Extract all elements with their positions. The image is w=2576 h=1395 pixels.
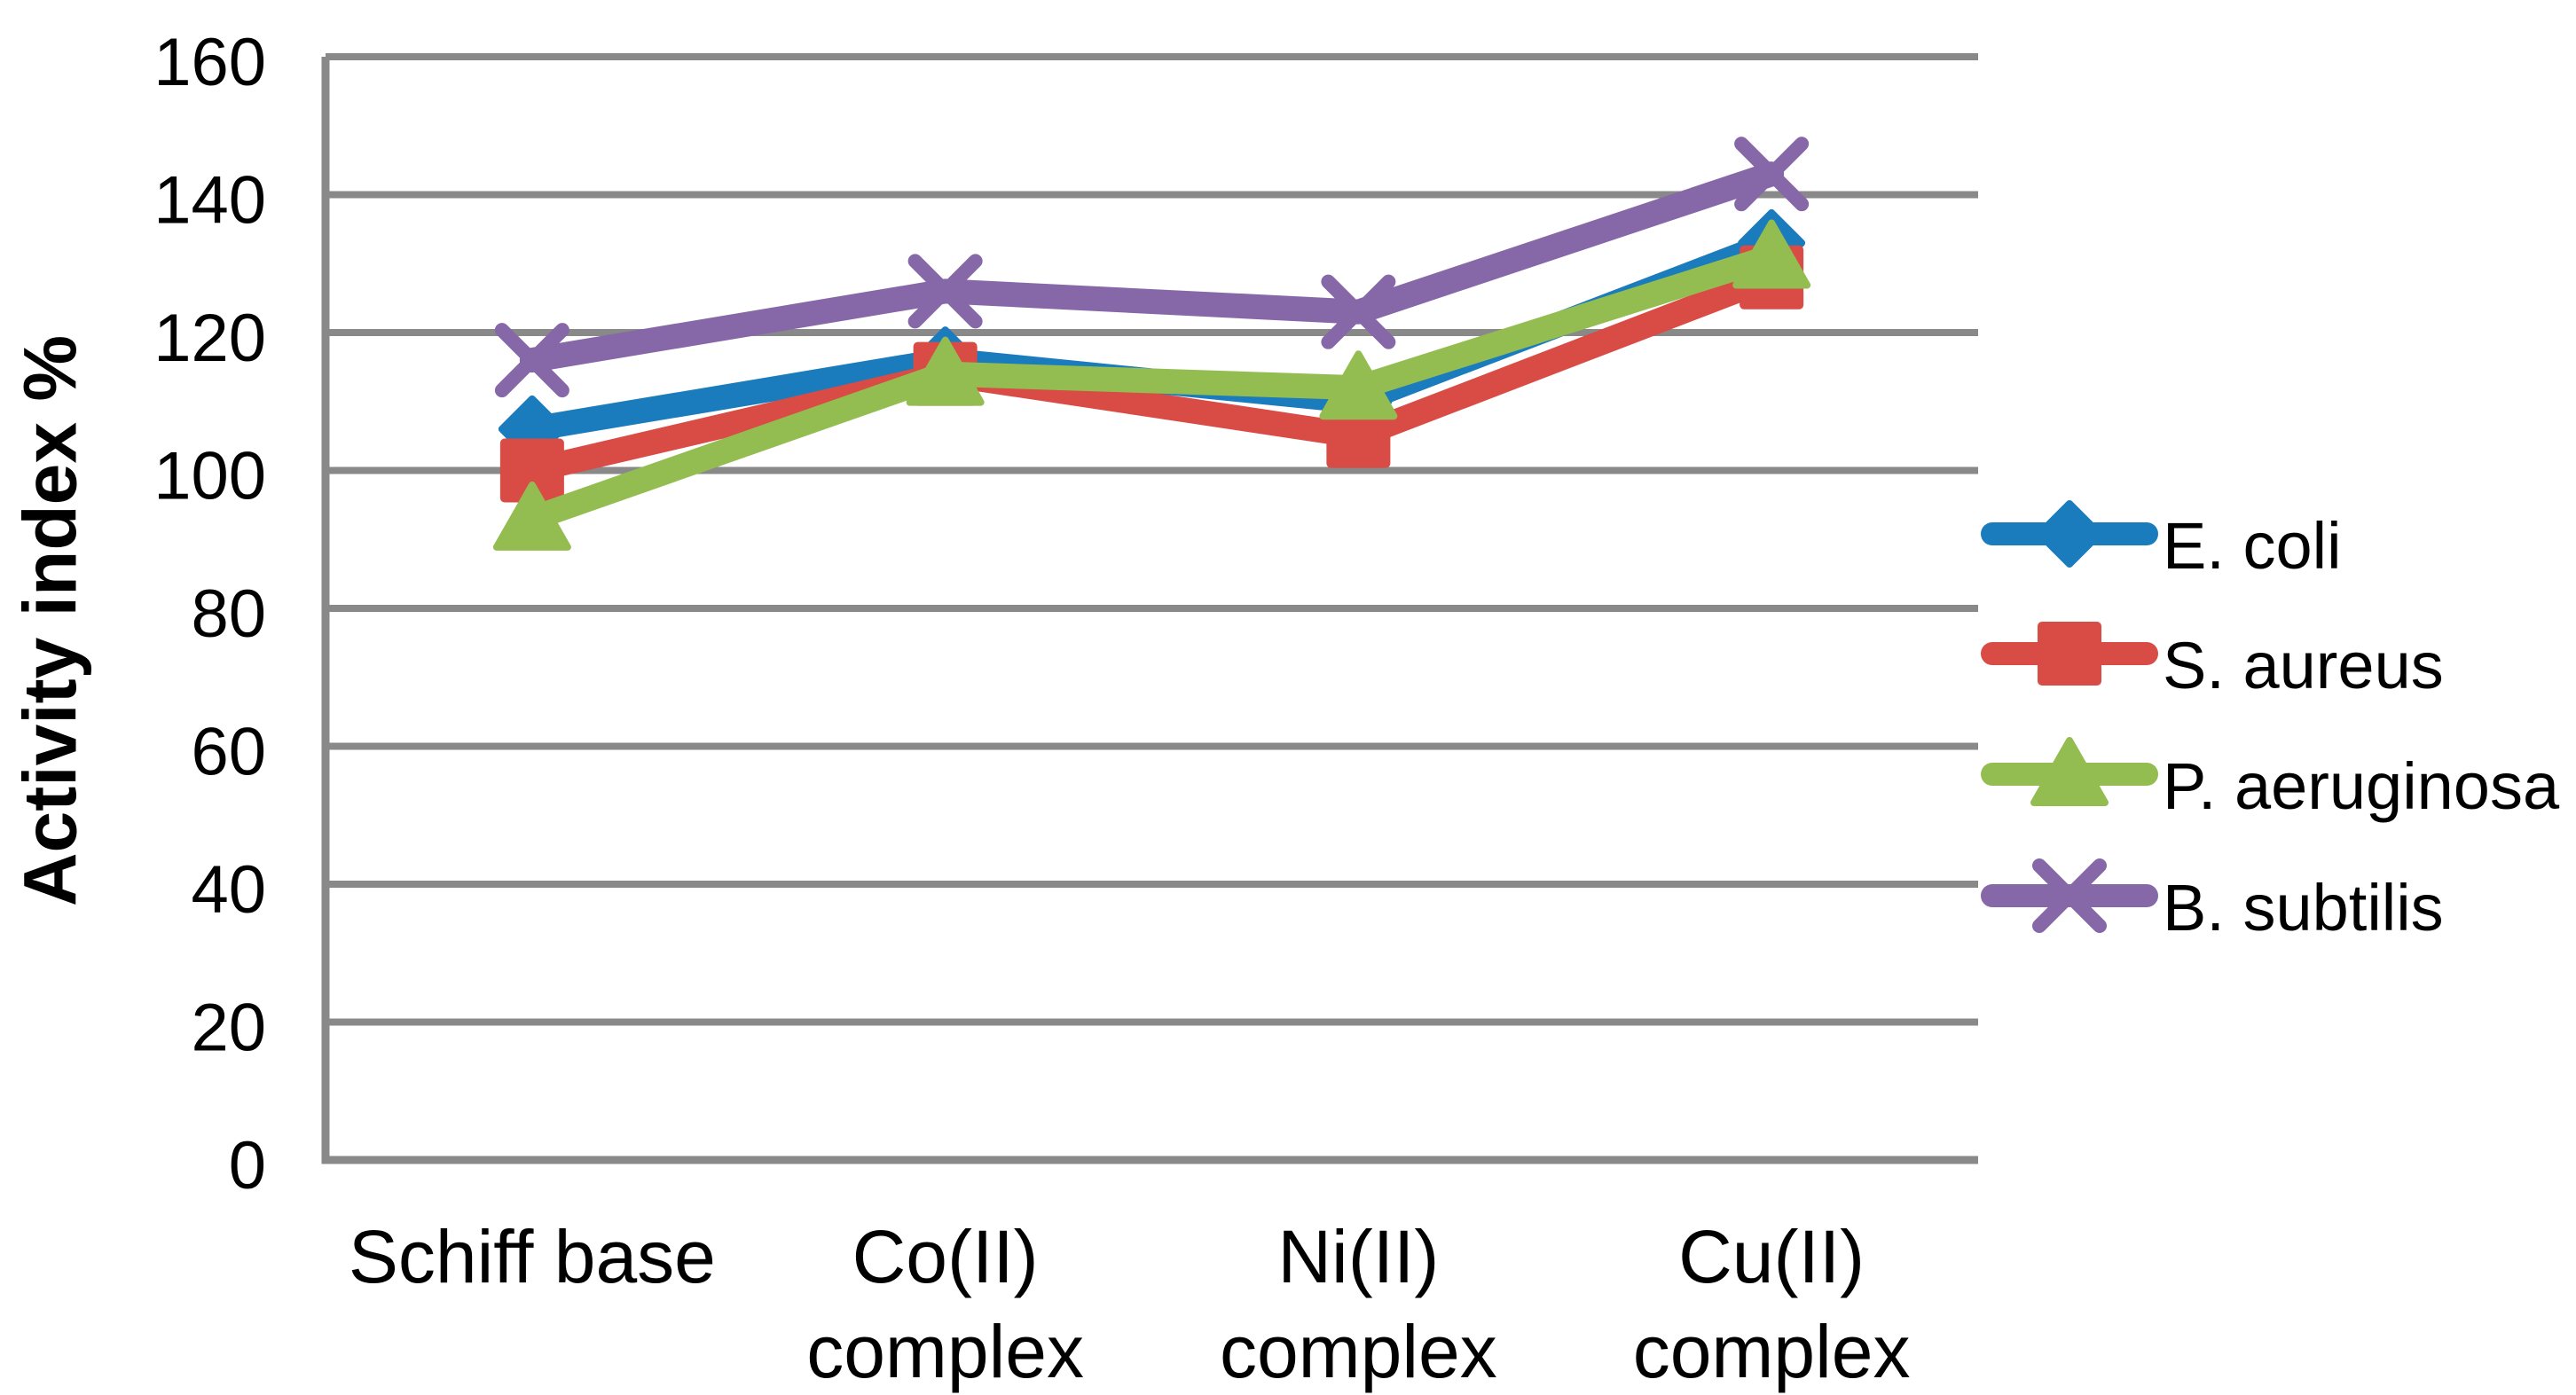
marker-x-b-subtilis-co-ii-complex <box>907 254 983 329</box>
y-tick-label-80: 80 <box>191 576 266 652</box>
legend-item-s-aureus: S. aureus <box>1981 622 2444 702</box>
y-axis-title: Activity index % <box>8 334 92 907</box>
legend-triangle-icon <box>2030 737 2109 806</box>
legend-diamond-icon <box>2036 500 2103 568</box>
marker-x-b-subtilis-cu-ii-complex <box>1734 137 1810 212</box>
marker-triangle-p-aeruginosa-schiff-base <box>492 481 571 551</box>
legend-label-p-aeruginosa: P. aeruginosa <box>2163 749 2560 823</box>
legend-label-s-aureus: S. aureus <box>2163 629 2444 702</box>
y-tick-label-20: 20 <box>191 991 266 1066</box>
series-line-s-aureus <box>519 264 1785 483</box>
x-tick-label-ni-ii-complex: complex <box>1220 1310 1497 1393</box>
marker-x-b-subtilis-schiff-base <box>494 323 569 398</box>
marker-triangle-p-aeruginosa-co-ii-complex <box>906 336 985 406</box>
series-line-p-aeruginosa <box>519 244 1785 531</box>
x-tick-label-schiff-base: Schiff base <box>349 1215 716 1298</box>
y-tick-label-120: 120 <box>153 301 266 376</box>
legend-item-p-aeruginosa: P. aeruginosa <box>1981 737 2560 823</box>
y-tick-label-60: 60 <box>191 715 266 790</box>
legend-square-icon <box>2038 622 2101 686</box>
x-tick-label-co-ii-complex: complex <box>806 1310 1084 1393</box>
y-tick-label-100: 100 <box>153 439 266 514</box>
x-tick-label-cu-ii-complex: complex <box>1633 1310 1911 1393</box>
x-tick-label-cu-ii-complex: Cu(II) <box>1678 1215 1865 1298</box>
series-line-b-subtilis <box>519 161 1785 373</box>
y-tick-label-140: 140 <box>153 163 266 239</box>
legend-item-b-subtilis: B. subtilis <box>1981 858 2444 944</box>
legend-label-b-subtilis: B. subtilis <box>2163 871 2444 944</box>
legend-item-e-coli: E. coli <box>1981 500 2342 583</box>
legend-x-icon <box>2032 858 2107 933</box>
marker-triangle-p-aeruginosa-cu-ii-complex <box>1732 219 1811 289</box>
y-tick-label-40: 40 <box>191 852 266 928</box>
axis-lines <box>321 57 1978 1164</box>
y-tick-label-0: 0 <box>229 1128 266 1203</box>
x-tick-label-ni-ii-complex: Ni(II) <box>1277 1215 1439 1298</box>
x-tick-label-co-ii-complex: Co(II) <box>852 1215 1039 1298</box>
marker-x-b-subtilis-ni-ii-complex <box>1321 274 1396 349</box>
legend-label-e-coli: E. coli <box>2163 509 2342 583</box>
y-tick-label-160: 160 <box>153 25 266 100</box>
marker-triangle-p-aeruginosa-ni-ii-complex <box>1319 350 1398 420</box>
